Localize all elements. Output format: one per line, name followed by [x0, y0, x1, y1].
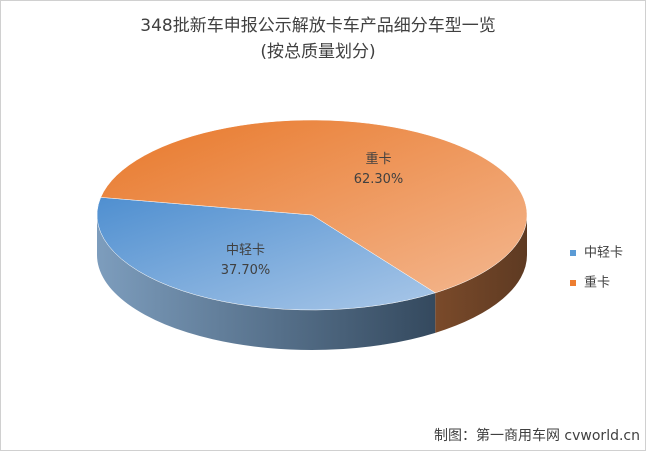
- slice-category-label: 重卡: [365, 151, 391, 167]
- chart-title: 348批新车申报公示解放卡车产品细分车型一览: [140, 16, 495, 36]
- legend-swatch: [570, 280, 576, 286]
- slice-category-label: 中轻卡: [226, 243, 265, 258]
- legend-label: 中轻卡: [584, 246, 623, 261]
- legend-swatch: [570, 250, 576, 256]
- slice-value-label: 37.70%: [221, 263, 271, 278]
- pie-slice: [96, 197, 436, 311]
- pie-tops: [96, 119, 528, 311]
- legend-label: 重卡: [584, 275, 610, 291]
- pie-side: [97, 215, 436, 351]
- pie-slice: [100, 119, 528, 294]
- chart-subtitle: (按总质量划分): [260, 42, 375, 62]
- source-note: 制图：第一商用车网 cvworld.cn: [434, 427, 640, 444]
- slice-value-label: 62.30%: [354, 172, 404, 187]
